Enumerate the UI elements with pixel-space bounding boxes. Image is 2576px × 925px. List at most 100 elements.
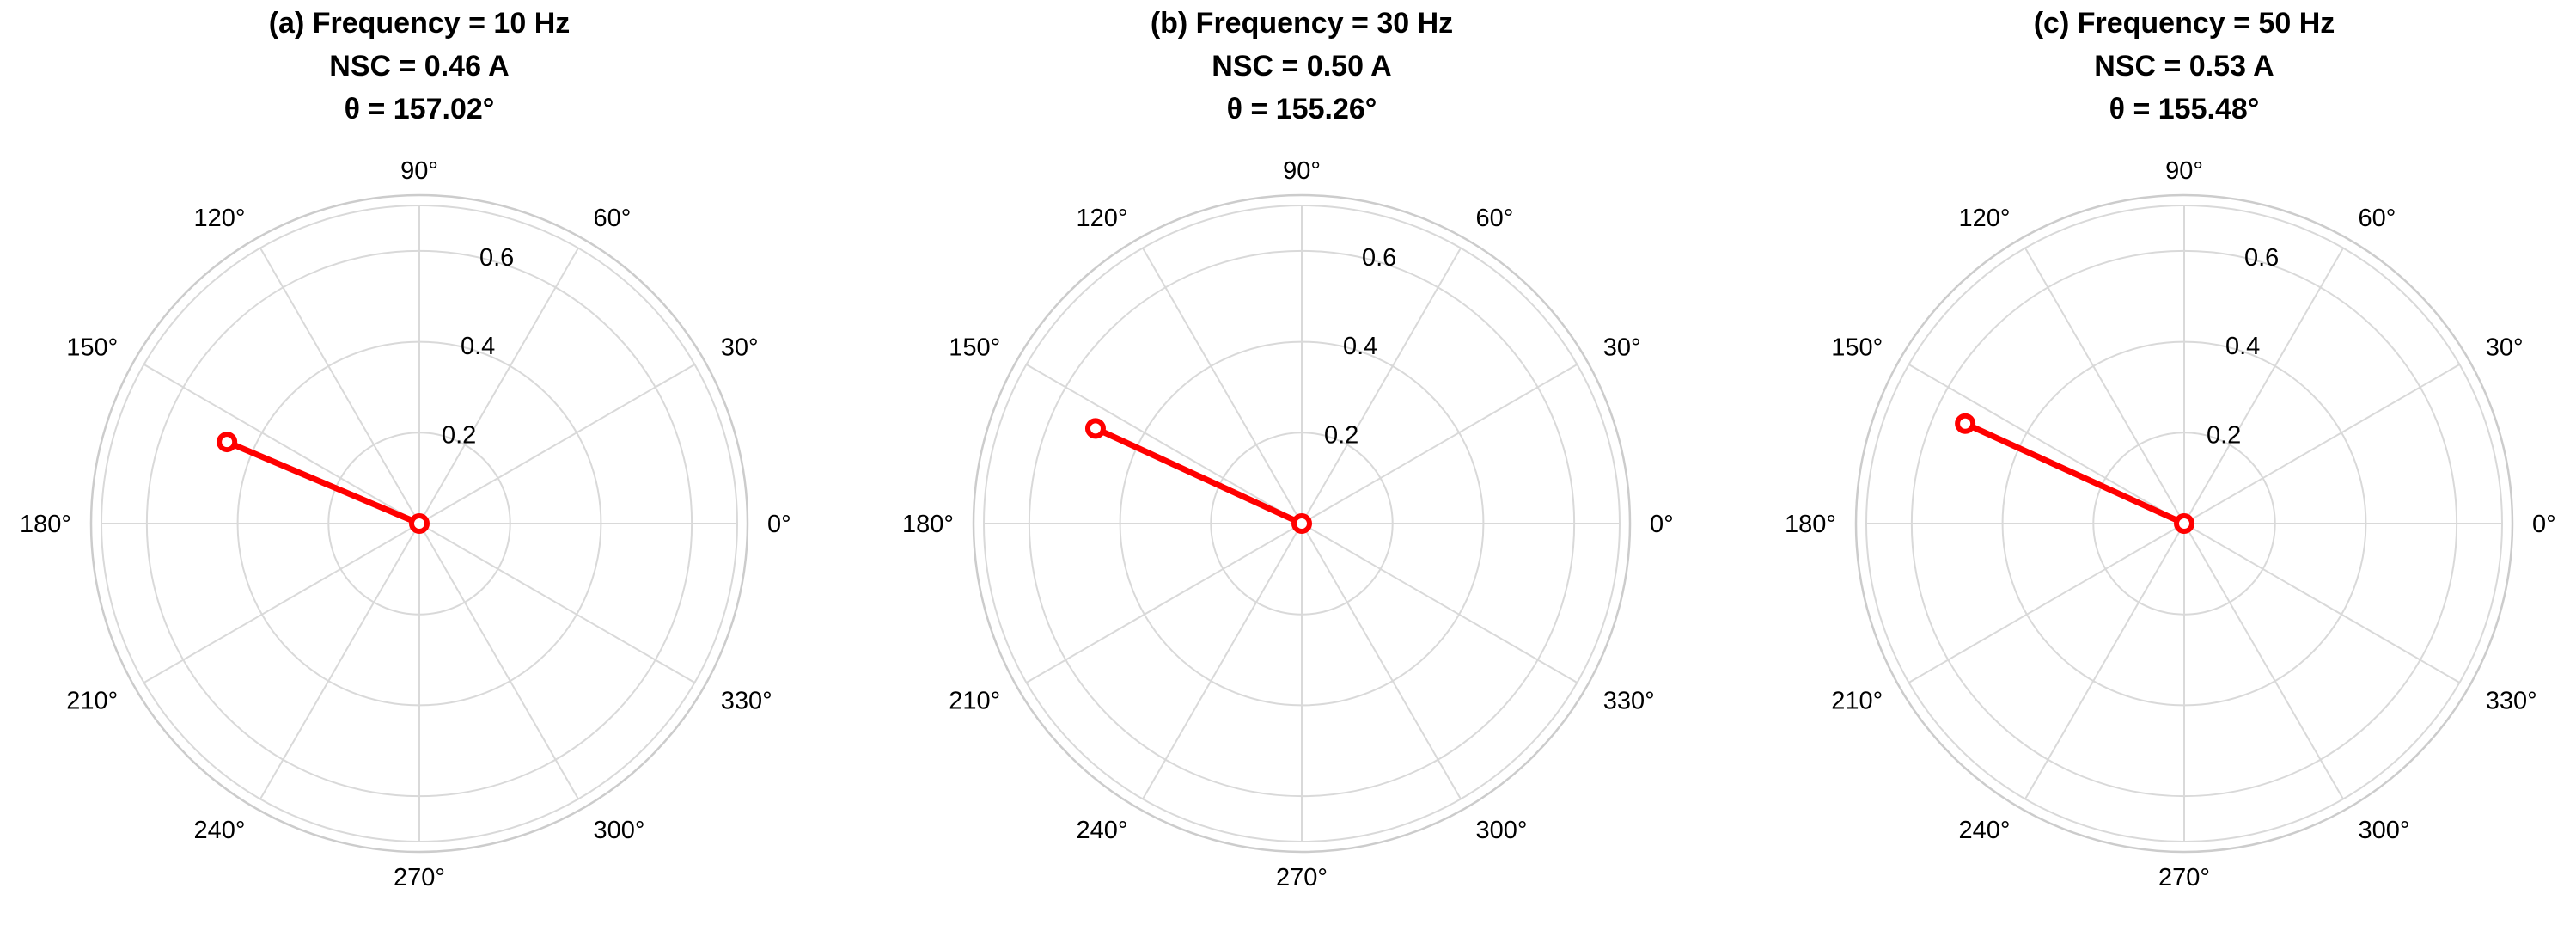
angle-tick-label: 0° [1650, 511, 1674, 538]
polar-outer-ring [1854, 193, 2514, 854]
angle-tick-label: 0° [2532, 511, 2556, 538]
radial-tick-label: 0.4 [461, 333, 495, 360]
angle-tick-label: 120° [1077, 205, 1128, 232]
radial-grid-circle [1910, 249, 2458, 798]
radial-grid-circle [1119, 340, 1485, 707]
radial-tick-label: 0.6 [479, 244, 514, 272]
angular-grid-line [259, 248, 420, 524]
angular-grid-line [1301, 248, 1462, 524]
angle-tick-label: 150° [949, 334, 1000, 362]
origin-marker [2174, 513, 2194, 534]
nsc-vector-tip-marker [1955, 413, 1976, 434]
angle-tick-label: 270° [394, 864, 445, 891]
angular-grid-line [1142, 248, 1303, 524]
nsc-vector-line [223, 438, 423, 527]
angular-grid-line [418, 248, 579, 524]
angular-grid-line [2183, 248, 2344, 524]
angle-tick-label: 150° [1831, 334, 1883, 362]
angular-grid-line [418, 523, 695, 683]
radial-grid-circle [1028, 249, 1576, 798]
angle-tick-label: 30° [721, 334, 759, 362]
angle-tick-label: 0° [767, 511, 791, 538]
angle-tick-label: 30° [2486, 334, 2524, 362]
polar-outer-ring [972, 193, 1632, 854]
angular-grid-line [2024, 523, 2185, 799]
chart-title-line: θ = 155.26° [1227, 93, 1377, 126]
angle-tick-label: 240° [1959, 817, 2011, 844]
angle-tick-label: 90° [2165, 157, 2203, 185]
polar-chart-1: (a) Frequency = 10 Hz NSC = 0.46 A θ = 157… [20, 7, 791, 891]
angular-grid-line [1301, 523, 1578, 683]
chart-title-line: θ = 155.48° [2109, 93, 2260, 126]
angle-tick-label: 210° [66, 688, 118, 715]
angular-grid-line [1301, 523, 1462, 799]
angle-tick-label: 240° [194, 817, 246, 844]
nsc-vector-tip-marker [1084, 418, 1106, 439]
angle-tick-label: 240° [1077, 817, 1128, 844]
angle-tick-label: 60° [1476, 205, 1514, 232]
angle-tick-label: 90° [400, 157, 438, 185]
angular-grid-line [1026, 523, 1303, 683]
nsc-vector-line [1962, 420, 2188, 527]
polar-chart-2: (b) Frequency = 30 Hz NSC = 0.50 A θ = 155… [902, 7, 1674, 891]
angle-tick-label: 120° [194, 205, 246, 232]
radial-tick-label: 0.2 [2207, 422, 2241, 450]
angular-grid-line [143, 523, 420, 683]
radial-grid-circle [101, 205, 738, 842]
radial-grid-circle [236, 340, 602, 707]
angle-tick-label: 60° [2359, 205, 2396, 232]
angular-grid-line [2183, 523, 2344, 799]
chart-title-line: (b) Frequency = 30 Hz [1151, 7, 1453, 40]
chart-title-line: (c) Frequency = 50 Hz [2034, 7, 2335, 40]
chart-title-line: NSC = 0.46 A [329, 50, 509, 83]
angle-tick-label: 210° [1831, 688, 1883, 715]
angle-tick-label: 60° [594, 205, 632, 232]
chart-title-line: NSC = 0.50 A [1212, 50, 1391, 83]
radial-grid-circle [1865, 205, 2503, 842]
angle-tick-label: 30° [1603, 334, 1641, 362]
origin-marker [409, 513, 430, 534]
angle-tick-label: 90° [1283, 157, 1321, 185]
origin-marker [1291, 513, 1312, 534]
radial-tick-label: 0.4 [1343, 333, 1377, 360]
radial-grid-circle [327, 432, 511, 616]
angular-grid-line [1301, 364, 1578, 524]
angular-grid-line [259, 523, 420, 799]
angular-grid-line [2024, 248, 2185, 524]
radial-tick-label: 0.6 [2244, 244, 2279, 272]
angular-grid-line [2183, 364, 2460, 524]
nsc-vector-tip-marker [217, 432, 238, 453]
radial-grid-circle [1210, 432, 1394, 616]
angular-grid-line [1026, 364, 1303, 524]
angle-tick-label: 330° [721, 688, 772, 715]
angular-grid-line [1908, 523, 2185, 683]
polar-outer-ring [89, 193, 749, 854]
radial-tick-label: 0.4 [2225, 333, 2260, 360]
radial-grid-circle [2001, 340, 2367, 707]
angle-tick-label: 180° [902, 511, 954, 538]
angle-tick-label: 300° [1476, 817, 1528, 844]
nsc-vector-line [1092, 425, 1305, 527]
angle-tick-label: 330° [2486, 688, 2537, 715]
angular-grid-line [1142, 523, 1303, 799]
angular-grid-line [1908, 364, 2185, 524]
angle-tick-label: 300° [2359, 817, 2410, 844]
angular-grid-line [2183, 523, 2460, 683]
angle-tick-label: 180° [1785, 511, 1836, 538]
angle-tick-label: 180° [20, 511, 71, 538]
angle-tick-label: 300° [594, 817, 645, 844]
angular-grid-line [418, 364, 695, 524]
radial-grid-circle [145, 249, 693, 798]
angle-tick-label: 210° [949, 688, 1000, 715]
angle-tick-label: 330° [1603, 688, 1655, 715]
angle-tick-label: 120° [1959, 205, 2011, 232]
radial-tick-label: 0.2 [1324, 422, 1358, 450]
chart-title-line: (a) Frequency = 10 Hz [269, 7, 571, 40]
angular-grid-line [418, 523, 579, 799]
angle-tick-label: 270° [2158, 864, 2210, 891]
radial-grid-circle [2092, 432, 2276, 616]
polar-chart-3: (c) Frequency = 50 Hz NSC = 0.53 A θ = 155… [1785, 7, 2556, 891]
radial-tick-label: 0.6 [1362, 244, 1396, 272]
radial-tick-label: 0.2 [442, 422, 476, 450]
